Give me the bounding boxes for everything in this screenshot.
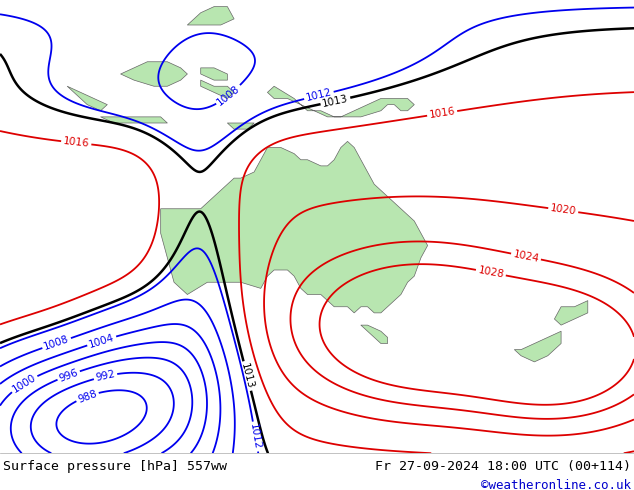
Text: 1013: 1013	[321, 93, 349, 109]
Text: 988: 988	[76, 388, 98, 405]
Text: 1012: 1012	[305, 87, 333, 103]
Text: ©weatheronline.co.uk: ©weatheronline.co.uk	[481, 479, 631, 490]
Text: 1020: 1020	[550, 203, 577, 217]
Text: 1000: 1000	[10, 372, 38, 394]
Text: Fr 27-09-2024 18:00 UTC (00+114): Fr 27-09-2024 18:00 UTC (00+114)	[375, 460, 631, 473]
Text: 1016: 1016	[429, 106, 456, 121]
Text: 1008: 1008	[216, 83, 242, 107]
Text: 1013: 1013	[239, 362, 256, 390]
Text: 1008: 1008	[42, 334, 70, 352]
Text: 992: 992	[94, 369, 116, 383]
Text: Surface pressure [hPa] 557ww: Surface pressure [hPa] 557ww	[3, 460, 227, 473]
Text: 1004: 1004	[87, 332, 115, 349]
Text: 1024: 1024	[512, 249, 540, 264]
Text: 996: 996	[58, 367, 80, 384]
Text: 1028: 1028	[477, 265, 505, 280]
Text: 1016: 1016	[63, 136, 90, 149]
Text: 1012: 1012	[249, 423, 262, 450]
